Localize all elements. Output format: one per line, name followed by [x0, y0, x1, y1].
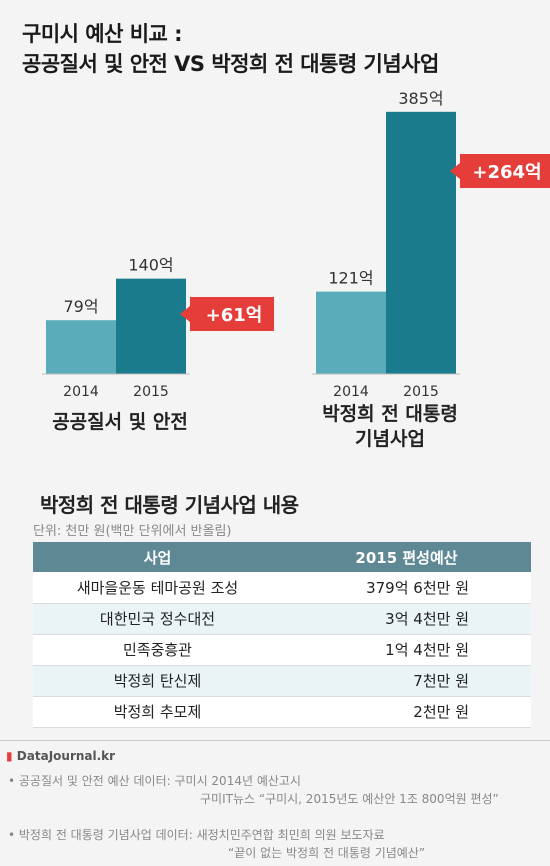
chart-bars-icon: ▮	[6, 749, 13, 763]
table-row: 민족중흥관 1억 4천만 원	[33, 634, 531, 666]
x-tick-label: 2014	[333, 384, 369, 400]
x-tick-label: 2015	[133, 384, 169, 400]
project-budget: 1억 4천만 원	[282, 634, 531, 666]
table-header: 사업 2015 편성예산	[33, 542, 531, 572]
bar-value-label: 121억	[328, 269, 373, 288]
bar-value-label: 140억	[128, 256, 173, 275]
increase-badge	[450, 154, 550, 188]
project-budget: 2천만 원	[282, 696, 531, 728]
source-line: 구미IT뉴스 “구미시, 2015년도 예산안 1조 800억원 편성”	[200, 792, 499, 806]
page-title-line2: 공공질서 및 안전 VS 박정희 전 대통령 기념사업	[22, 52, 439, 76]
project-name: 박정희 추모제	[33, 696, 282, 728]
project-budget: 7천만 원	[282, 665, 531, 697]
bar-2014	[46, 320, 116, 374]
bar-value-label: 79억	[63, 297, 98, 316]
increase-label: +264억	[472, 162, 541, 183]
chart2-label: 박정희 전 대통령 기념사업	[300, 402, 480, 451]
chart2-label-line2: 기념사업	[355, 427, 425, 450]
bar-2015	[386, 111, 456, 374]
increase-label: +61억	[206, 305, 263, 326]
column-header: 사업	[33, 542, 282, 572]
budget-table: 사업 2015 편성예산 새마을운동 테마공원 조성 379억 6천만 원 대한…	[33, 542, 531, 728]
project-name: 대한민국 정수대전	[33, 603, 282, 635]
table-row: 대한민국 정수대전 3억 4천만 원	[33, 603, 531, 635]
section-title: 박정희 전 대통령 기념사업 내용	[40, 493, 299, 517]
source-line: • 공공질서 및 안전 예산 데이터: 구미시 2014년 예산고시	[8, 774, 301, 788]
page-title-line1: 구미시 예산 비교 :	[22, 22, 183, 46]
bar-2014	[316, 291, 386, 374]
project-name: 민족중흥관	[33, 634, 282, 666]
x-tick-label: 2015	[403, 384, 439, 400]
table-row: 박정희 추모제 2천만 원	[33, 696, 531, 728]
increase-badge	[180, 297, 274, 331]
source-line: • 박정희 전 대통령 기념사업 데이터: 새정치민주연합 최민희 의원 보도자…	[8, 828, 385, 842]
source-note-1: • 공공질서 및 안전 예산 데이터: 구미시 2014년 예산고시 구미IT뉴…	[8, 772, 499, 808]
brand-name: DataJournal.kr	[16, 749, 116, 763]
chart1-label: 공공질서 및 안전	[52, 411, 188, 433]
chart2-label-line1: 박정희 전 대통령	[322, 403, 458, 425]
project-name: 새마을운동 테마공원 조성	[33, 572, 282, 604]
brand-logo: ▮ DataJournal.kr	[6, 749, 115, 763]
source-note-2: • 박정희 전 대통령 기념사업 데이터: 새정치민주연합 최민희 의원 보도자…	[8, 826, 425, 862]
bar-2015	[116, 278, 186, 374]
x-tick-label: 2014	[63, 384, 99, 400]
project-budget: 379억 6천만 원	[282, 572, 531, 604]
project-budget: 3억 4천만 원	[282, 603, 531, 635]
bar-value-label: 385억	[398, 89, 443, 108]
column-header: 2015 편성예산	[282, 542, 531, 572]
footer-divider	[0, 740, 550, 741]
table-row: 새마을운동 테마공원 조성 379억 6천만 원	[33, 572, 531, 604]
bar-charts: 79억 2014 140억 2015 +61억 121억 2014 385억 2015 +264억	[42, 89, 550, 400]
project-name: 박정희 탄신제	[33, 665, 282, 697]
source-line: “끝이 없는 박정희 전 대통령 기념예산”	[228, 846, 426, 860]
unit-note: 단위: 천만 원(백만 단위에서 반올림)	[33, 524, 232, 539]
table-row: 박정희 탄신제 7천만 원	[33, 665, 531, 697]
